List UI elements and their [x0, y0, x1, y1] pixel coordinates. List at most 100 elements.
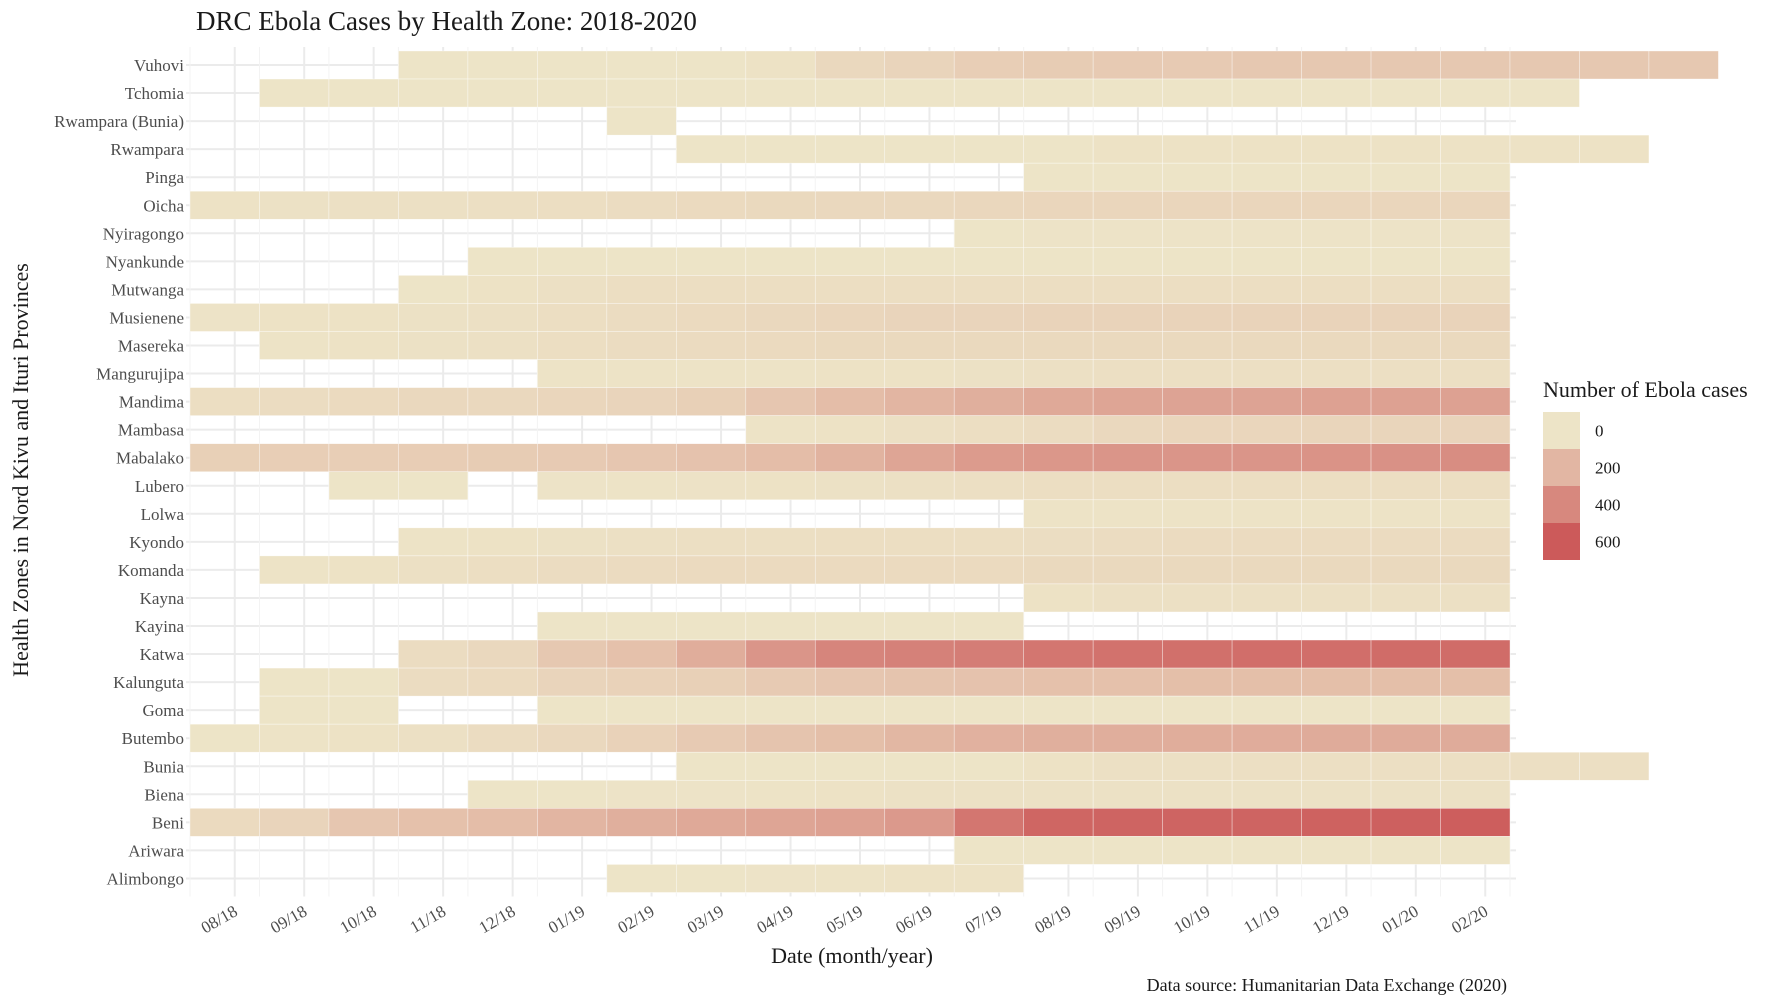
heatmap-cell — [1162, 134, 1233, 164]
heatmap-cell — [259, 78, 330, 108]
heatmap-cell — [606, 864, 677, 893]
y-tick-label: Vuhovi — [134, 56, 184, 75]
heatmap-cell — [467, 190, 538, 220]
heatmap-cell — [1162, 836, 1233, 865]
heatmap-cell — [189, 190, 260, 220]
heatmap-cell — [1440, 50, 1511, 80]
legend-label: 200 — [1595, 459, 1621, 478]
heatmap-cell — [1370, 779, 1441, 809]
heatmap-cell — [1023, 779, 1094, 809]
heatmap-cell — [259, 695, 330, 725]
heatmap-cell — [328, 808, 399, 837]
heatmap-cell — [1440, 78, 1511, 108]
heatmap-cell — [884, 359, 955, 388]
heatmap-cell — [606, 106, 677, 136]
heatmap-cell — [328, 78, 399, 108]
heatmap-cell — [953, 611, 1024, 641]
heatmap-cell — [676, 359, 747, 388]
legend-label: 400 — [1595, 496, 1621, 515]
x-tick-label: 04/19 — [753, 901, 796, 937]
heatmap-cell — [1092, 471, 1163, 501]
heatmap-cell — [1092, 387, 1163, 416]
x-tick-label: 01/20 — [1379, 901, 1422, 937]
heatmap-cell — [1023, 275, 1094, 304]
y-tick-label: Goma — [142, 701, 184, 720]
heatmap-cell — [537, 275, 608, 304]
heatmap-cell — [953, 78, 1024, 108]
y-tick-label: Ariwara — [128, 841, 184, 860]
heatmap-cell — [328, 303, 399, 332]
legend-color-key — [1543, 449, 1580, 486]
heatmap-cell — [1231, 695, 1302, 725]
heatmap-cell — [1301, 303, 1372, 332]
heatmap-cell — [814, 555, 886, 585]
heatmap-cell — [259, 190, 330, 220]
heatmap-cell — [884, 639, 955, 669]
x-tick-label: 11/18 — [407, 901, 449, 937]
heatmap-cell — [884, 190, 955, 220]
heatmap-cell — [1301, 162, 1372, 192]
heatmap-cell — [1162, 162, 1233, 192]
heatmap-cell — [398, 275, 469, 304]
heatmap-cell — [1092, 583, 1163, 613]
x-tick-label: 05/19 — [823, 901, 866, 937]
heatmap-cell — [398, 190, 469, 220]
heatmap-cell — [189, 808, 260, 837]
heatmap-cell — [1440, 583, 1511, 613]
legend-label: 0 — [1595, 422, 1604, 441]
heatmap-cell — [884, 527, 955, 557]
y-tick-label: Katwa — [140, 645, 185, 664]
heatmap-cell — [814, 471, 886, 501]
heatmap-cell — [467, 639, 538, 669]
legend-color-key — [1543, 486, 1580, 523]
heatmap-cell — [1023, 134, 1094, 164]
heatmap-cell — [1023, 50, 1094, 80]
heatmap-cell — [606, 387, 677, 416]
heatmap-cell — [1301, 555, 1372, 585]
heatmap-cell — [1231, 527, 1302, 557]
heatmap-cell — [745, 247, 816, 276]
heatmap-cell — [676, 808, 747, 837]
heatmap-cell — [1231, 415, 1302, 444]
heatmap-cell — [606, 808, 677, 837]
heatmap-cell — [814, 695, 886, 725]
heatmap-cell — [398, 50, 469, 80]
heatmap-cell — [1162, 779, 1233, 809]
heatmap-cell — [398, 667, 469, 697]
heatmap-cell — [1092, 808, 1163, 837]
heatmap-cell — [1370, 190, 1441, 220]
x-tick-label: 07/19 — [962, 901, 1005, 937]
heatmap-cell — [745, 864, 816, 893]
heatmap-cell — [1301, 639, 1372, 669]
heatmap-cell — [1301, 723, 1372, 753]
heatmap-cell — [1162, 723, 1233, 753]
heatmap-cell — [1301, 190, 1372, 220]
heatmap-cell — [328, 387, 399, 416]
heatmap-cell — [676, 387, 747, 416]
heatmap-cell — [606, 190, 677, 220]
heatmap-cell — [537, 387, 608, 416]
caption: Data source: Humanitarian Data Exchange … — [1147, 975, 1507, 996]
heatmap-cell — [1023, 247, 1094, 276]
heatmap-cell — [537, 808, 608, 837]
heatmap-cell — [1370, 134, 1441, 164]
heatmap-cell — [1301, 331, 1372, 360]
y-tick-label: Mambasa — [118, 421, 185, 440]
heatmap-cell — [884, 667, 955, 697]
heatmap-cell — [1092, 836, 1163, 865]
heatmap-cell — [1509, 50, 1580, 80]
heatmap-cell — [259, 667, 330, 697]
x-tick-label: 02/19 — [615, 901, 658, 937]
heatmap-cell — [1440, 779, 1511, 809]
heatmap-cell — [1231, 162, 1302, 192]
heatmap-cell — [745, 779, 816, 809]
heatmap-cell — [1440, 275, 1511, 304]
heatmap-cell — [745, 751, 816, 781]
heatmap-cell — [398, 303, 469, 332]
heatmap-cell — [745, 471, 816, 501]
heatmap-cell — [1023, 583, 1094, 613]
heatmap-cell — [1231, 218, 1302, 248]
x-tick-label: 10/18 — [337, 901, 380, 937]
heatmap-cell — [676, 695, 747, 725]
heatmap-cell — [467, 808, 538, 837]
